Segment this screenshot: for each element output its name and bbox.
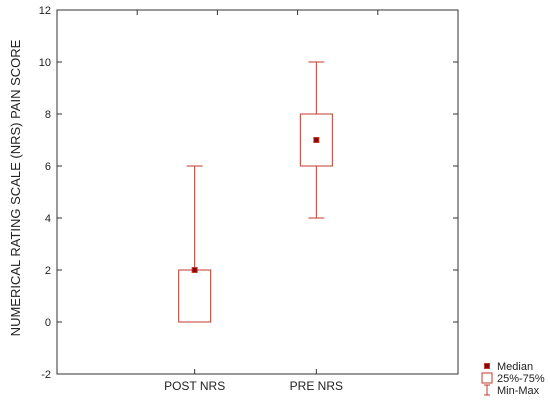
y-tick-label: 4 bbox=[45, 213, 51, 225]
iqr-box bbox=[178, 269, 212, 323]
legend-whisker-label: Min-Max bbox=[497, 385, 540, 397]
plot-area-border bbox=[56, 9, 459, 375]
y-tick-label: 10 bbox=[39, 57, 51, 69]
legend-box-label: 25%-75% bbox=[497, 373, 545, 385]
y-axis-ticks: -2 0 2 4 6 8 10 12 bbox=[39, 5, 458, 381]
x-axis-category-labels: POST NRS PRE NRS bbox=[136, 10, 379, 393]
median-marker bbox=[191, 267, 198, 273]
y-tick-label: 12 bbox=[39, 5, 51, 17]
y-axis-title: NUMERICAL RATING SCALE (NRS) PAIN SCORE bbox=[8, 39, 23, 336]
box-post-nrs bbox=[178, 165, 212, 323]
x-tick-label: PRE NRS bbox=[290, 379, 343, 393]
y-tick-label: 8 bbox=[45, 109, 51, 121]
box-pre-nrs bbox=[299, 61, 333, 219]
plot-frame bbox=[56, 9, 459, 375]
legend-median-swatch bbox=[484, 363, 490, 369]
y-tick-label: 2 bbox=[45, 265, 51, 277]
y-tick-label: -2 bbox=[41, 369, 51, 381]
legend-median-label: Median bbox=[497, 361, 533, 373]
boxes bbox=[178, 61, 333, 323]
x-tick-label: POST NRS bbox=[164, 379, 225, 393]
y-tick-label: 0 bbox=[45, 317, 51, 329]
legend-box-swatch bbox=[481, 372, 493, 384]
y-tick-label: 6 bbox=[45, 161, 51, 173]
median-marker bbox=[313, 137, 320, 143]
